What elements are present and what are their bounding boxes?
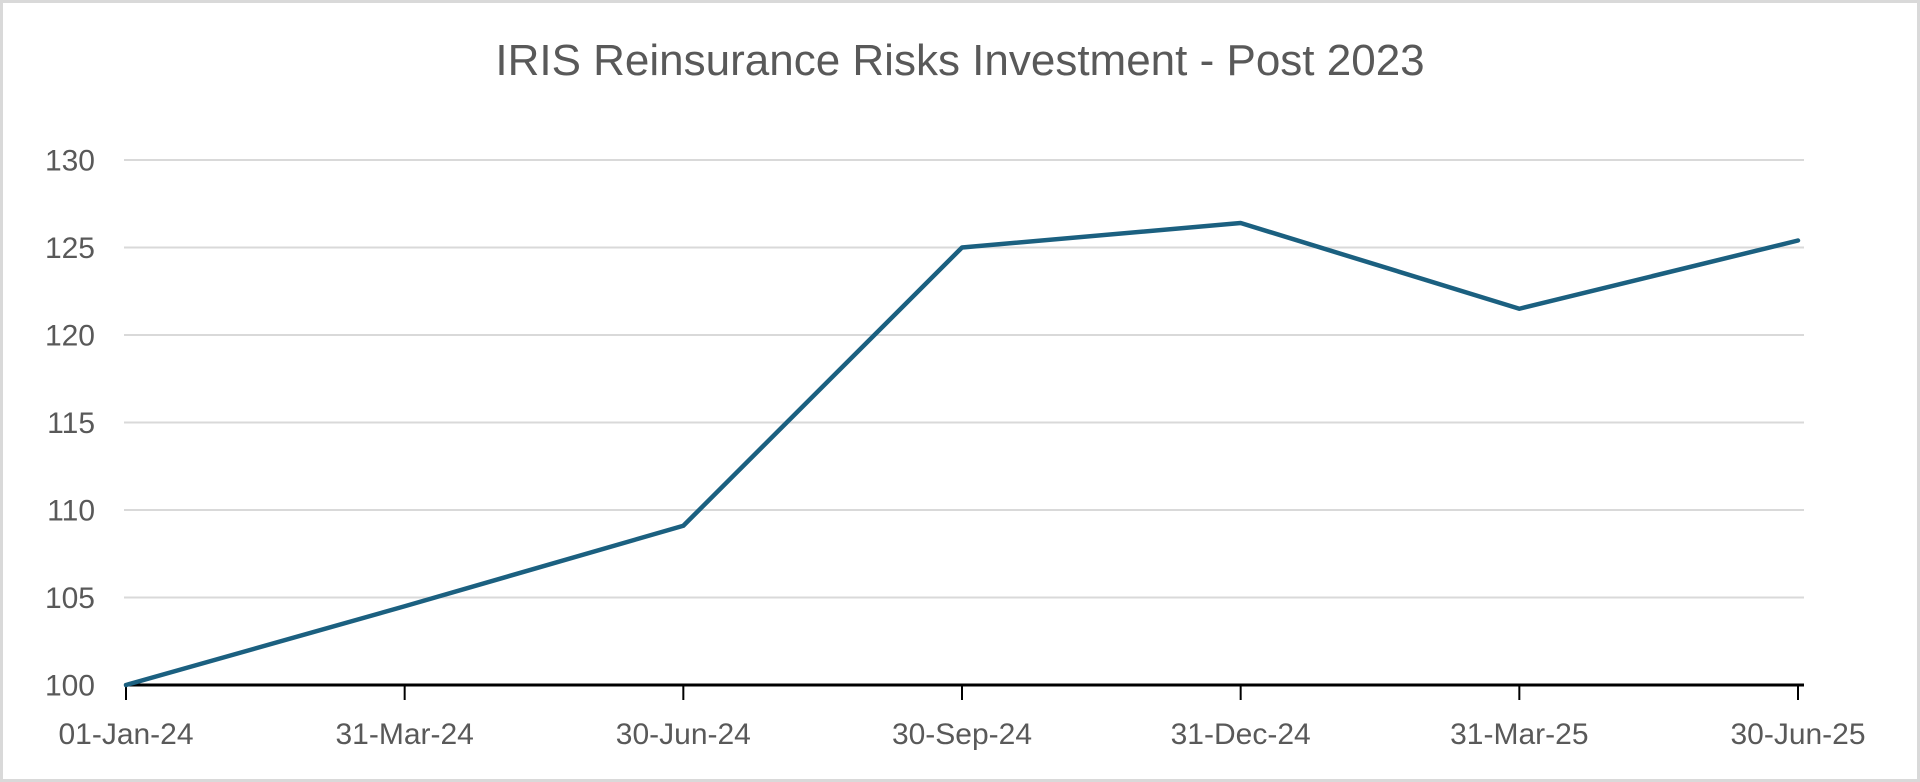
x-axis-tick-label: 31-Dec-24 — [1171, 718, 1311, 751]
line-chart-plot-area: 100 105 110 115 120 125 130 01-Jan-24 31-Mar-24 3… — [45, 145, 1866, 752]
y-axis-tick-label: 125 — [45, 232, 95, 265]
y-axis-tick-label: 115 — [47, 407, 95, 440]
x-axis-tick-label: 01-Jan-24 — [58, 718, 193, 751]
x-axis-tick-label: 30-Jun-24 — [616, 718, 751, 751]
chart-title: IRIS Reinsurance Risks Investment - Post… — [495, 36, 1425, 85]
x-axis-tick-label: 31-Mar-25 — [1450, 718, 1588, 751]
y-axis-tick-label: 130 — [45, 145, 95, 178]
y-axis-tick-label: 120 — [45, 320, 95, 353]
x-axis-tick-label: 30-Sep-24 — [892, 718, 1032, 751]
y-axis-tick-label: 110 — [47, 495, 95, 528]
x-axis-tick-label: 31-Mar-24 — [335, 718, 473, 751]
y-axis-tick-label: 105 — [45, 582, 95, 615]
x-axis-tick-label: 30-Jun-25 — [1730, 718, 1865, 751]
y-axis-tick-label: 100 — [45, 670, 95, 703]
data-series-line — [123, 220, 1801, 688]
